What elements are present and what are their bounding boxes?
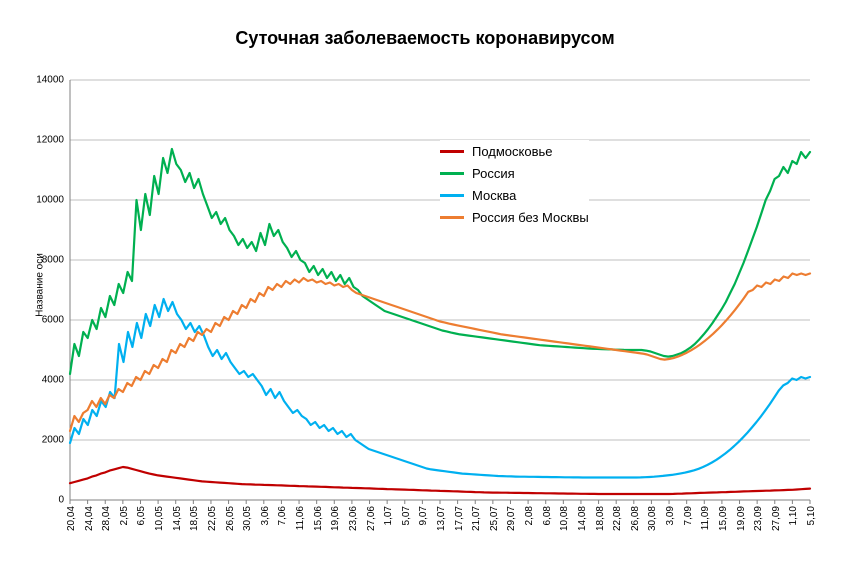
x-tick-label: 15,09 (718, 506, 729, 531)
legend-label: Россия без Москвы (472, 210, 589, 225)
x-tick-label: 17,07 (454, 506, 465, 531)
x-tick-label: 10,08 (559, 506, 570, 531)
x-tick-label: 11,09 (700, 506, 711, 530)
x-tick-label: 2,05 (119, 506, 130, 525)
x-tick-label: 10,05 (154, 506, 165, 531)
series-line (70, 274, 810, 432)
legend-item: Москва (440, 184, 589, 206)
x-tick-label: 5,10 (806, 506, 817, 525)
x-tick-label: 18,08 (595, 506, 606, 531)
y-tick-label: 6000 (42, 315, 64, 326)
x-tick-label: 23,06 (348, 506, 359, 531)
x-tick-label: 14,08 (577, 506, 588, 531)
x-tick-label: 28,04 (101, 506, 112, 531)
x-tick-label: 22,08 (612, 506, 623, 531)
legend-label: Москва (472, 188, 516, 203)
x-tick-label: 25,07 (489, 506, 500, 531)
x-tick-label: 2,08 (524, 506, 535, 525)
x-tick-label: 19,09 (736, 506, 747, 531)
x-tick-label: 11,06 (295, 506, 306, 530)
legend-item: Подмосковье (440, 140, 589, 162)
x-tick-label: 26,05 (225, 506, 236, 531)
x-tick-label: 30,05 (242, 506, 253, 531)
y-tick-label: 4000 (42, 375, 64, 386)
y-tick-label: 0 (58, 495, 64, 506)
x-tick-label: 26,08 (630, 506, 641, 531)
x-tick-label: 5,07 (401, 506, 412, 525)
x-tick-label: 1,10 (788, 506, 799, 525)
x-tick-label: 15,06 (313, 506, 324, 531)
legend-swatch (440, 150, 464, 153)
legend-label: Подмосковье (472, 144, 553, 159)
x-tick-label: 13,07 (436, 506, 447, 531)
y-tick-label: 8000 (42, 255, 64, 266)
x-tick-label: 6,08 (542, 506, 553, 525)
x-tick-label: 6,05 (136, 506, 147, 525)
y-tick-label: 10000 (36, 195, 64, 206)
series-line (70, 299, 810, 478)
y-tick-label: 12000 (36, 135, 64, 146)
legend-item: Россия (440, 162, 589, 184)
x-tick-label: 1,07 (383, 506, 394, 525)
x-tick-label: 7,06 (277, 506, 288, 525)
x-tick-label: 30,08 (647, 506, 658, 531)
x-tick-label: 21,07 (471, 506, 482, 531)
legend-label: Россия (472, 166, 515, 181)
legend-swatch (440, 172, 464, 175)
x-tick-label: 29,07 (506, 506, 517, 531)
y-tick-label: 14000 (36, 75, 64, 86)
x-tick-label: 24,04 (84, 506, 95, 531)
x-tick-label: 27,09 (771, 506, 782, 531)
legend-item: Россия без Москвы (440, 206, 589, 228)
x-tick-label: 3,06 (260, 506, 271, 525)
y-tick-label: 2000 (42, 435, 64, 446)
x-tick-label: 14,05 (172, 506, 183, 531)
x-tick-label: 27,06 (366, 506, 377, 531)
x-tick-label: 20,04 (66, 506, 77, 531)
x-tick-label: 18,05 (189, 506, 200, 531)
legend-swatch (440, 216, 464, 219)
legend: Подмосковье Россия Москва Россия без Москвы (440, 140, 589, 228)
chart-container: Суточная заболеваемость коронавирусом На… (0, 0, 850, 569)
x-tick-label: 7,09 (683, 506, 694, 525)
x-tick-label: 19,06 (330, 506, 341, 531)
chart-title: Суточная заболеваемость коронавирусом (0, 28, 850, 49)
x-tick-label: 23,09 (753, 506, 764, 531)
x-tick-label: 22,05 (207, 506, 218, 531)
x-tick-label: 3,09 (665, 506, 676, 525)
legend-swatch (440, 194, 464, 197)
x-tick-label: 9,07 (418, 506, 429, 525)
